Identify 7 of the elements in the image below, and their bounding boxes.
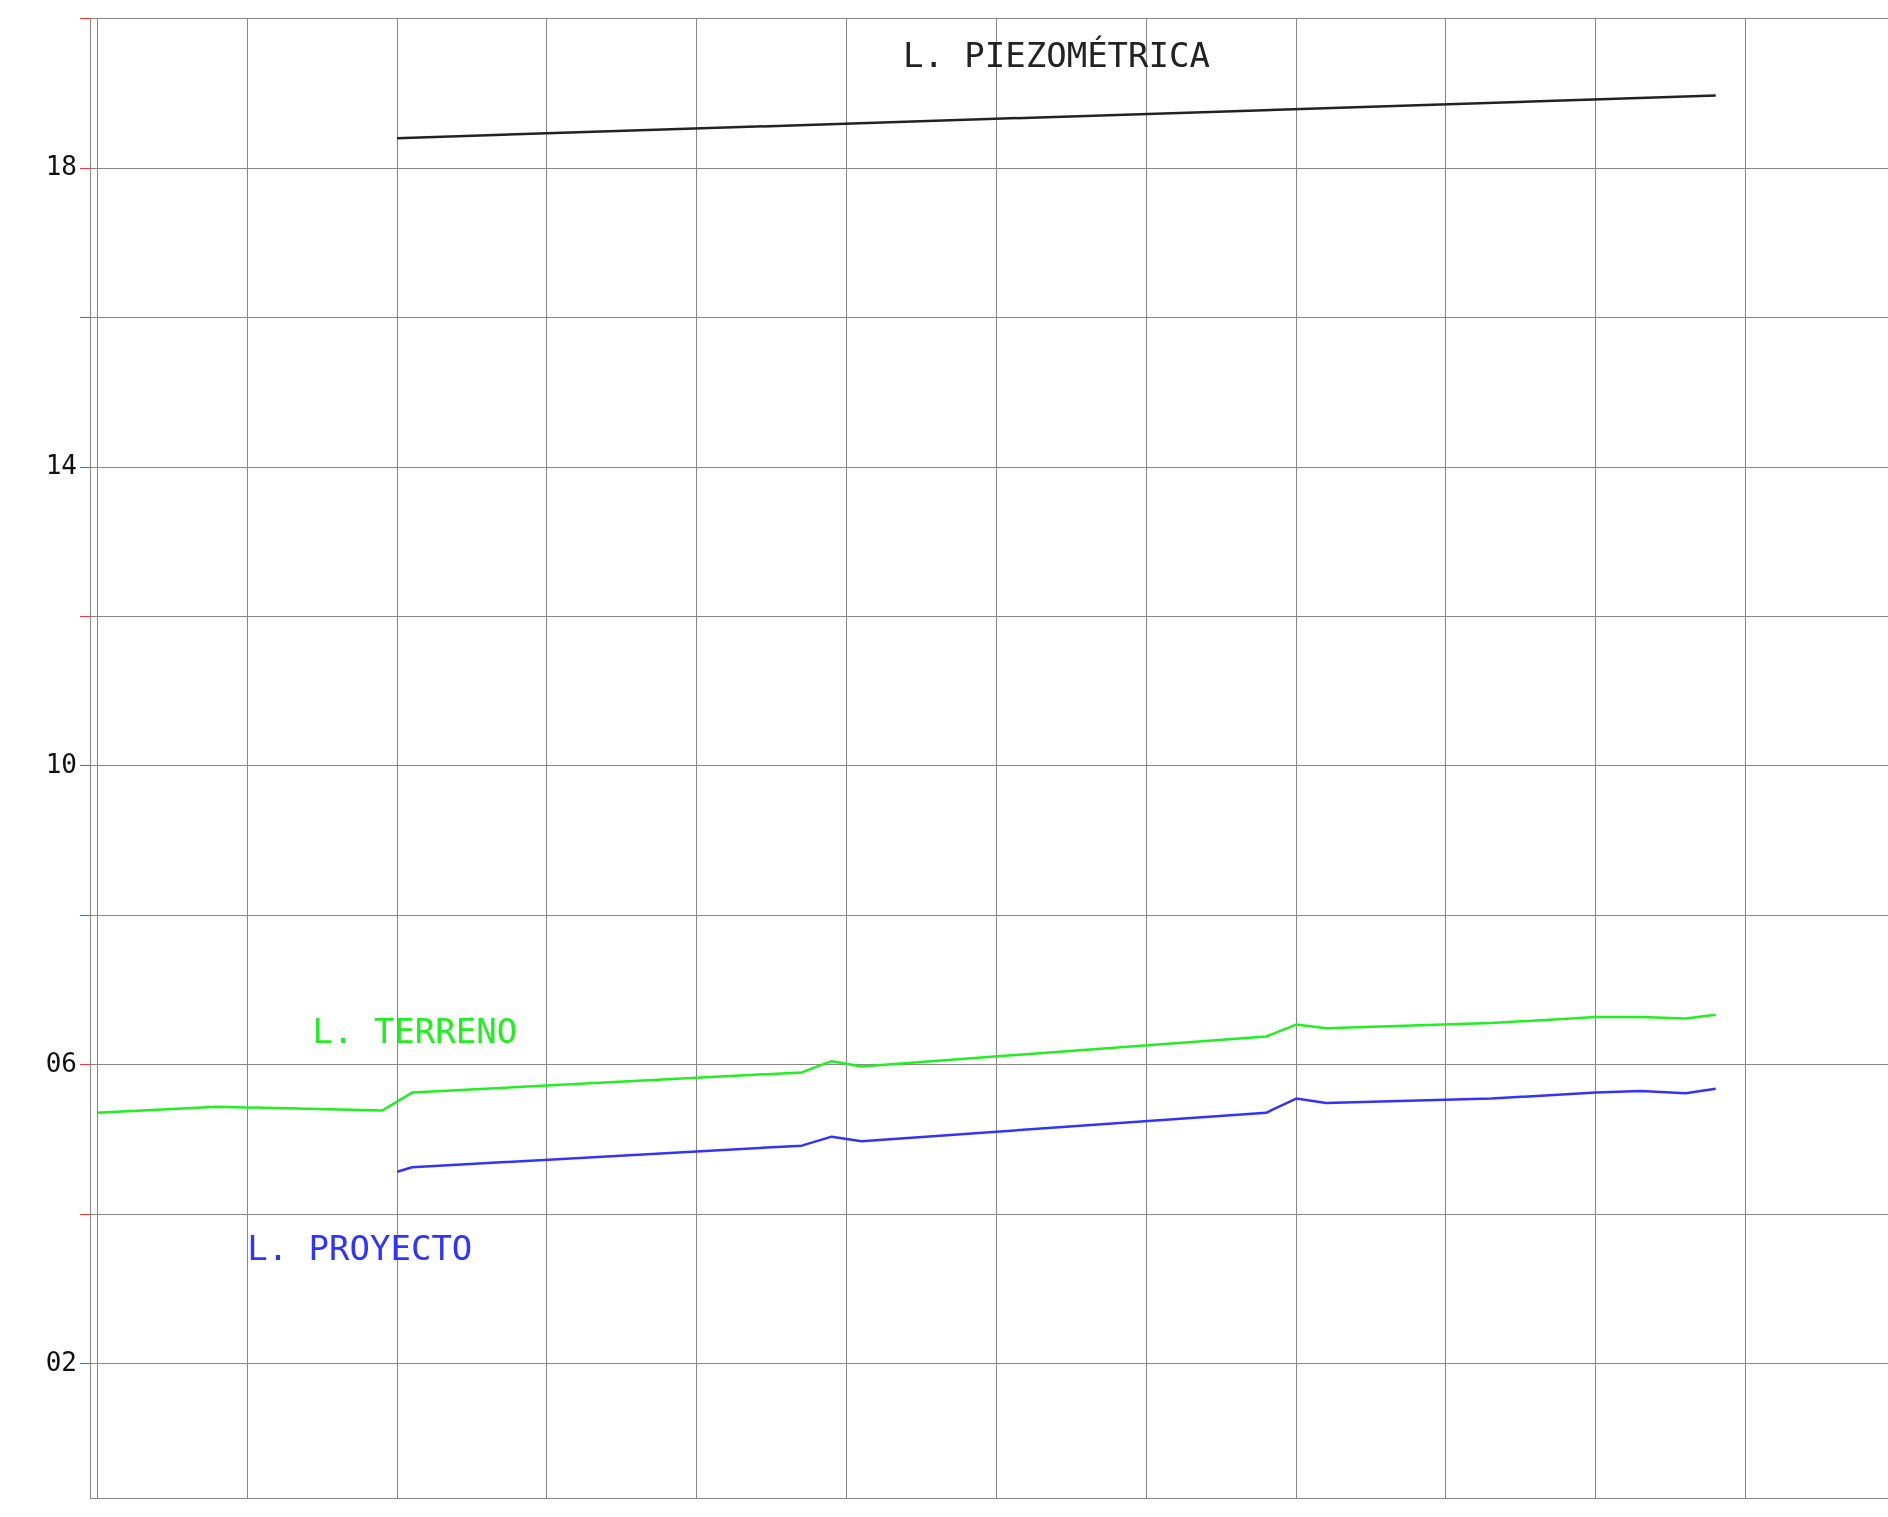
- y-tick-label: 06: [45, 1047, 77, 1078]
- series-label: L. PIEZOMÉTRICA: [902, 35, 1210, 76]
- y-tick-label: 02: [45, 1346, 77, 1377]
- y-tick-label: 18: [45, 150, 77, 181]
- y-tick-label: 14: [45, 449, 77, 480]
- series-label: L. TERRENO: [312, 1010, 518, 1051]
- y-tick-label: 10: [45, 748, 77, 779]
